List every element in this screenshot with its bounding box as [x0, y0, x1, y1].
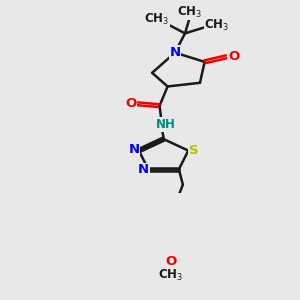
Text: N: N: [128, 143, 140, 157]
Text: CH$_3$: CH$_3$: [204, 17, 230, 33]
Text: CH$_3$: CH$_3$: [144, 12, 169, 27]
Text: CH$_3$: CH$_3$: [177, 4, 202, 20]
Text: S: S: [188, 144, 198, 157]
Text: O: O: [228, 50, 239, 63]
Text: O: O: [165, 254, 176, 268]
Text: N: N: [169, 46, 181, 59]
Text: O: O: [125, 97, 136, 110]
Text: N: N: [138, 164, 149, 176]
Text: NH: NH: [156, 118, 176, 131]
Text: CH$_3$: CH$_3$: [158, 268, 183, 283]
